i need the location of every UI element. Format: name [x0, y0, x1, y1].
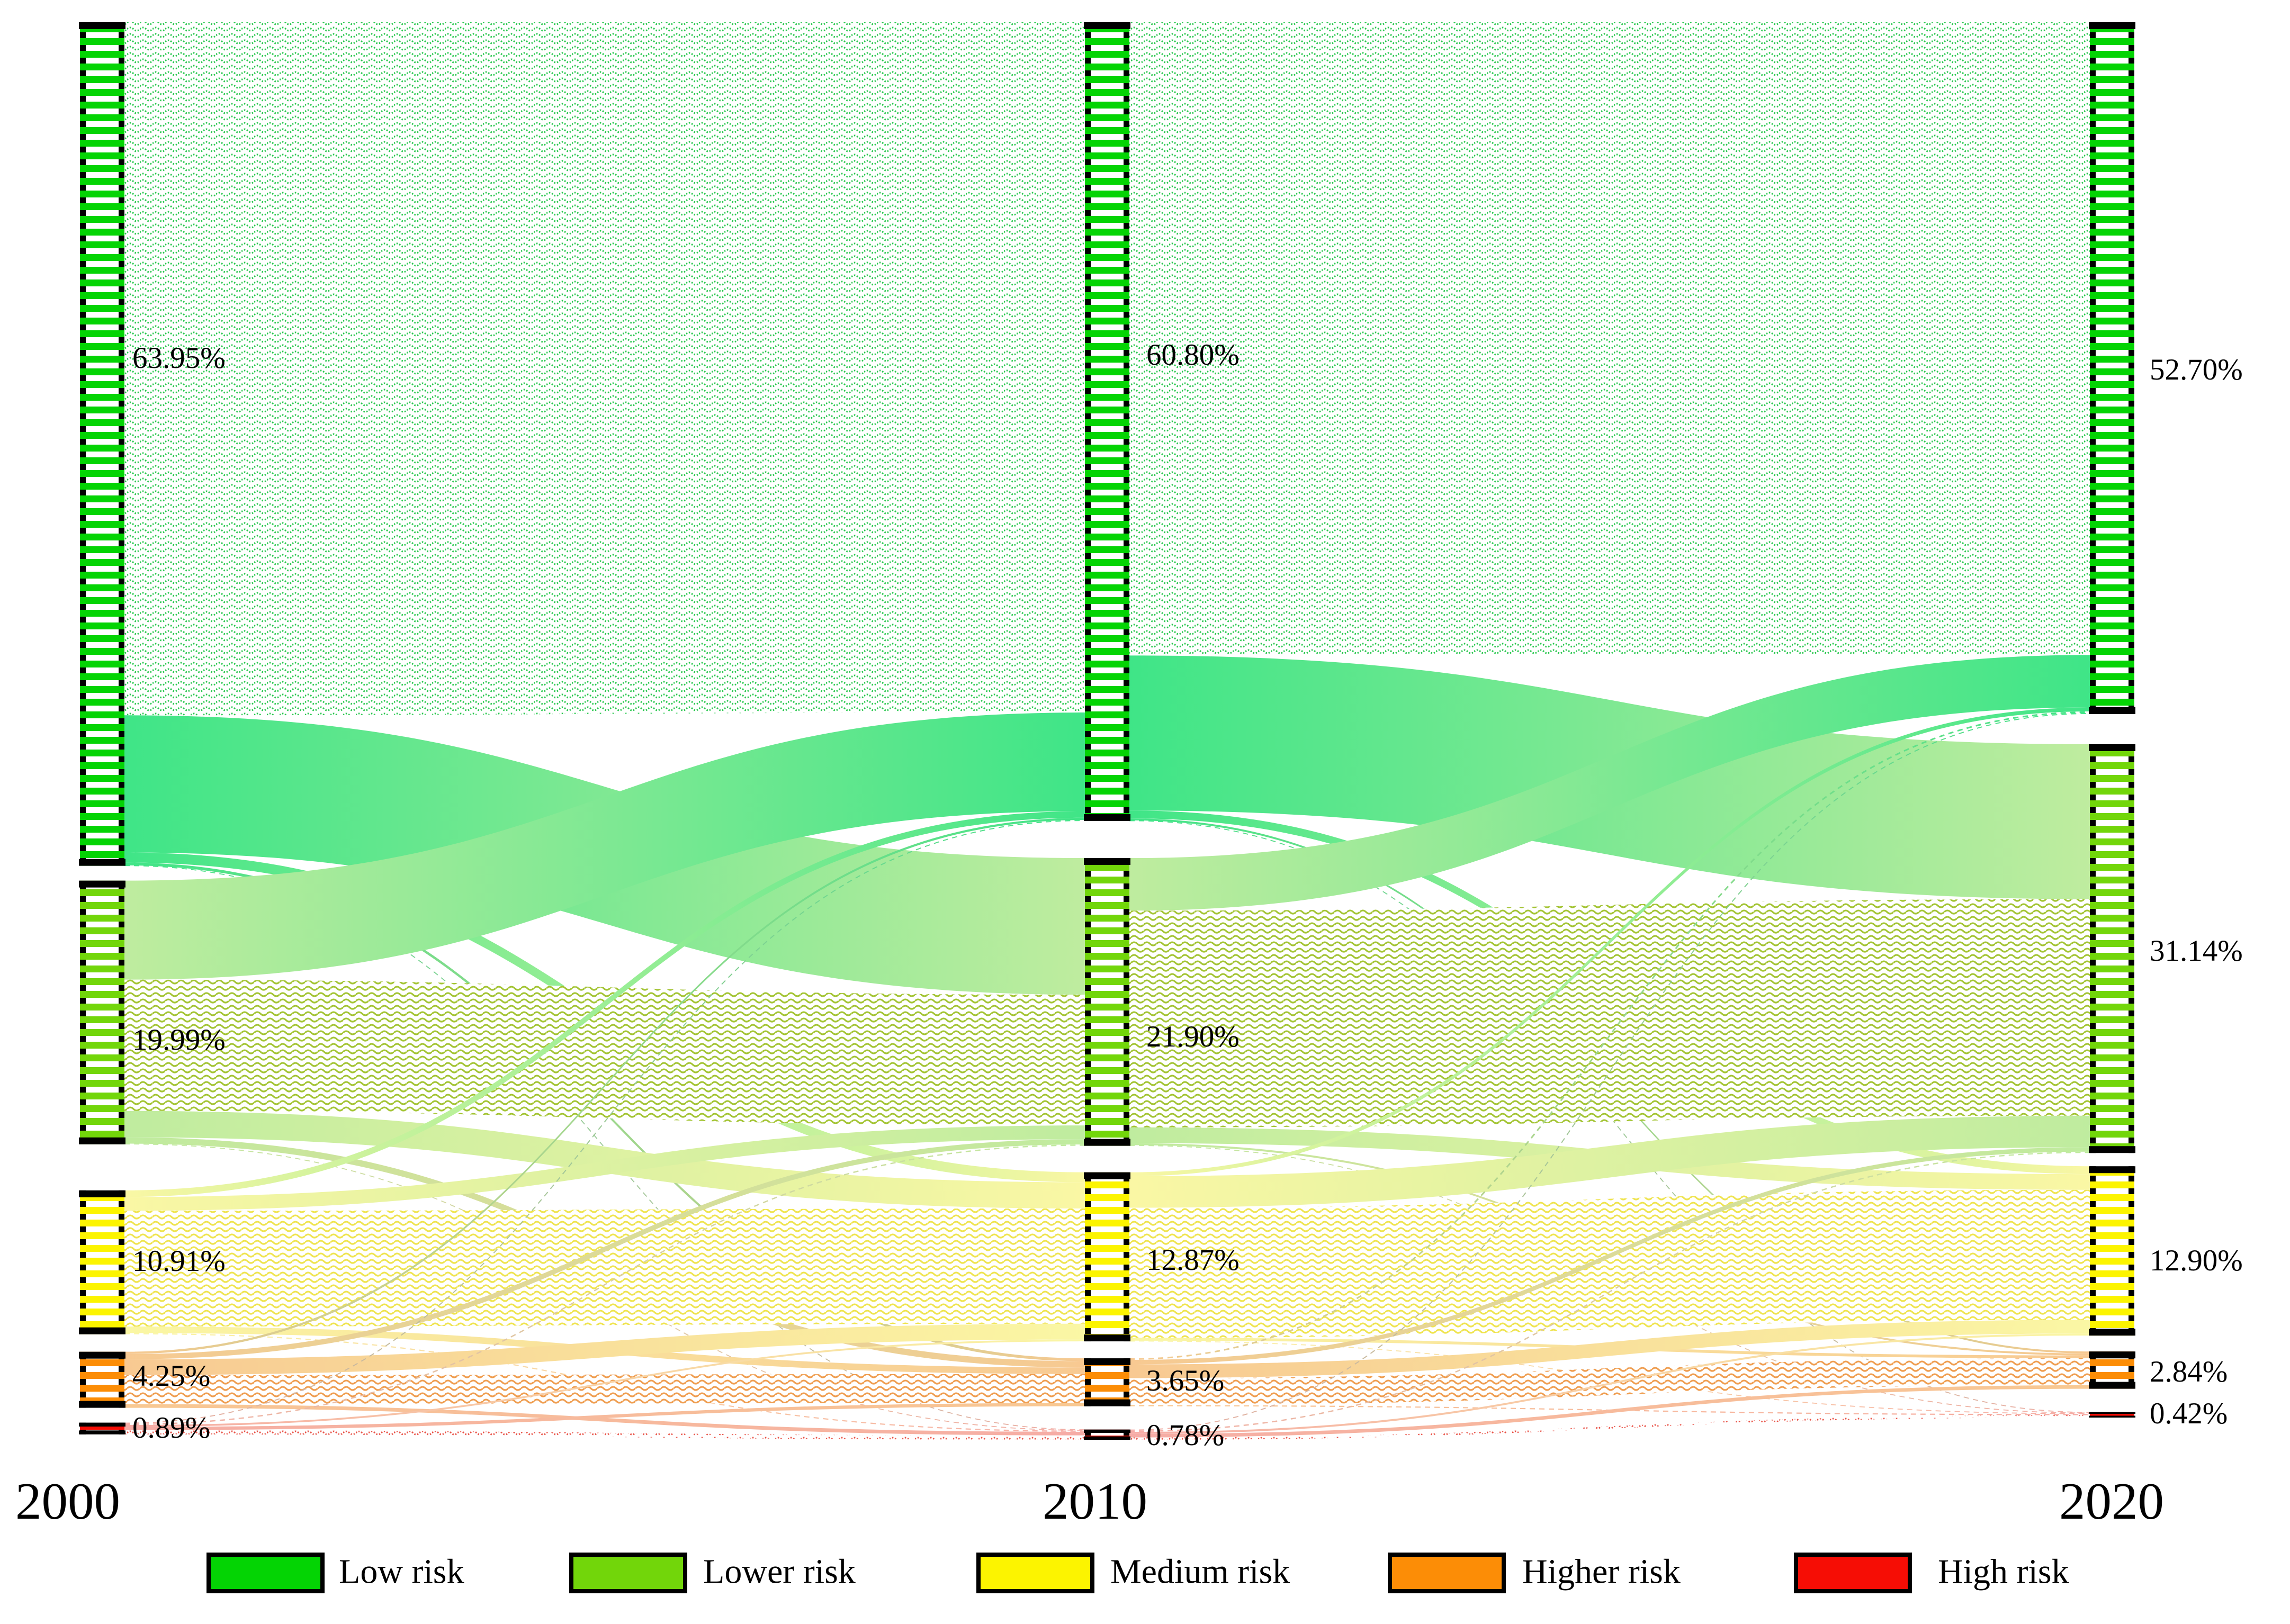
node-2010-higher-risk: [1084, 1358, 1130, 1406]
flow-2000-higher-risk-to-high-risk: [124, 1404, 1085, 1436]
legend-swatch-lower-risk: [569, 1553, 687, 1593]
node-label-2020-medium-risk: 12.90%: [2150, 1244, 2243, 1278]
flow-2000-lower-risk-to-lower-risk: [124, 979, 1085, 1126]
year-label-2010: 2010: [1043, 1473, 1147, 1530]
node-2020-low-risk: [2089, 22, 2135, 714]
flow-2000-higher-risk-to-medium-risk: [124, 1323, 1085, 1375]
legend-label-medium-risk: Medium risk: [1110, 1552, 1290, 1591]
flow-2000-higher-risk-to-low-risk: [124, 817, 1085, 1354]
nodes-layer: [79, 22, 2135, 1440]
node-2020-high-risk: [2089, 1412, 2135, 1418]
flow-2000-medium-risk-to-low-risk: [124, 811, 1085, 1197]
node-label-2020-low-risk: 52.70%: [2150, 353, 2243, 387]
node-2010-high-risk: [1084, 1429, 1130, 1440]
legend-swatch-medium-risk: [976, 1553, 1094, 1593]
legend-label-high-risk: High risk: [1938, 1552, 2069, 1591]
node-2000-low-risk: [79, 22, 125, 866]
flow-2010-high-risk-to-high-risk: [1129, 1415, 2090, 1440]
node-label-2000-low-risk: 63.95%: [132, 341, 226, 375]
flow-2000-low-risk-to-low-risk: [124, 22, 1085, 716]
node-label-2020-higher-risk: 2.84%: [2150, 1355, 2228, 1389]
flow-2000-higher-risk-to-higher-risk: [124, 1374, 1085, 1404]
node-2010-lower-risk: [1084, 858, 1130, 1146]
flow-2000-high-risk-to-higher-risk: [124, 1403, 1085, 1430]
flow-2000-lower-risk-to-medium-risk: [124, 1111, 1085, 1209]
node-label-2010-low-risk: 60.80%: [1146, 338, 1240, 372]
year-label-2000: 2000: [15, 1473, 120, 1530]
flow-2010-lower-risk-to-low-risk: [1129, 655, 2090, 911]
node-label-2010-lower-risk: 21.90%: [1146, 1020, 1240, 1054]
flow-2010-high-risk-to-lower-risk: [1129, 1151, 2090, 1432]
flow-2010-medium-risk-to-lower-risk: [1129, 1115, 2090, 1208]
year-label-2020: 2020: [2059, 1473, 2164, 1530]
node-2000-lower-risk: [79, 880, 125, 1144]
node-label-2000-medium-risk: 10.91%: [132, 1244, 226, 1278]
node-2000-medium-risk: [79, 1190, 125, 1334]
flow-2010-medium-risk-to-high-risk: [1129, 1340, 2090, 1414]
legend-swatch-high-risk: [1794, 1553, 1912, 1593]
node-2000-high-risk: [79, 1422, 125, 1434]
flow-2010-higher-risk-to-low-risk: [1129, 711, 2090, 1360]
flow-2010-medium-risk-to-medium-risk: [1129, 1189, 2090, 1338]
node-label-2000-higher-risk: 4.25%: [132, 1359, 211, 1393]
node-2020-medium-risk: [2089, 1166, 2135, 1336]
node-label-2020-high-risk: 0.42%: [2150, 1397, 2228, 1431]
flow-2010-high-risk-to-higher-risk: [1129, 1385, 2090, 1438]
node-2010-low-risk: [1084, 22, 1130, 822]
flow-2010-higher-risk-to-lower-risk: [1129, 1147, 2090, 1365]
flow-2000-high-risk-to-medium-risk: [124, 1339, 1085, 1427]
node-label-2000-lower-risk: 19.99%: [132, 1023, 226, 1057]
flow-2000-medium-risk-to-lower-risk: [124, 1125, 1085, 1211]
flow-2000-high-risk-to-low-risk: [124, 820, 1085, 1424]
node-2010-medium-risk: [1084, 1172, 1130, 1342]
flow-2010-low-risk-to-low-risk: [1129, 22, 2090, 656]
flows-layer: [124, 22, 2090, 1440]
legend-label-higher-risk: Higher risk: [1522, 1552, 1681, 1591]
node-2020-higher-risk: [2089, 1351, 2135, 1389]
node-label-2020-lower-risk: 31.14%: [2150, 934, 2243, 968]
legend-label-low-risk: Low risk: [339, 1552, 464, 1591]
node-label-2010-medium-risk: 12.87%: [1146, 1243, 1240, 1277]
node-label-2010-higher-risk: 3.65%: [1146, 1364, 1225, 1398]
flow-2000-high-risk-to-lower-risk: [124, 1144, 1085, 1425]
flow-2010-high-risk-to-low-risk: [1129, 712, 2090, 1431]
legend-swatch-low-risk: [206, 1553, 325, 1593]
node-2020-lower-risk: [2089, 744, 2135, 1153]
flow-2000-medium-risk-to-medium-risk: [124, 1208, 1085, 1327]
flow-2000-high-risk-to-high-risk: [124, 1430, 1085, 1440]
flow-2010-high-risk-to-medium-risk: [1129, 1333, 2090, 1434]
flow-2010-lower-risk-to-lower-risk: [1129, 899, 2090, 1127]
node-label-2010-high-risk: 0.78%: [1146, 1419, 1225, 1452]
flow-2000-lower-risk-to-low-risk: [124, 712, 1085, 980]
legend-swatch-higher-risk: [1388, 1553, 1506, 1593]
flow-2010-higher-risk-to-medium-risk: [1129, 1320, 2090, 1378]
legend-label-lower-risk: Lower risk: [703, 1552, 856, 1591]
node-2000-higher-risk: [79, 1351, 125, 1408]
flow-2000-higher-risk-to-lower-risk: [124, 1139, 1085, 1359]
flow-2010-higher-risk-to-higher-risk: [1129, 1358, 2090, 1405]
flow-2010-medium-risk-to-low-risk: [1129, 707, 2090, 1177]
node-label-2000-high-risk: 0.89%: [132, 1411, 211, 1445]
